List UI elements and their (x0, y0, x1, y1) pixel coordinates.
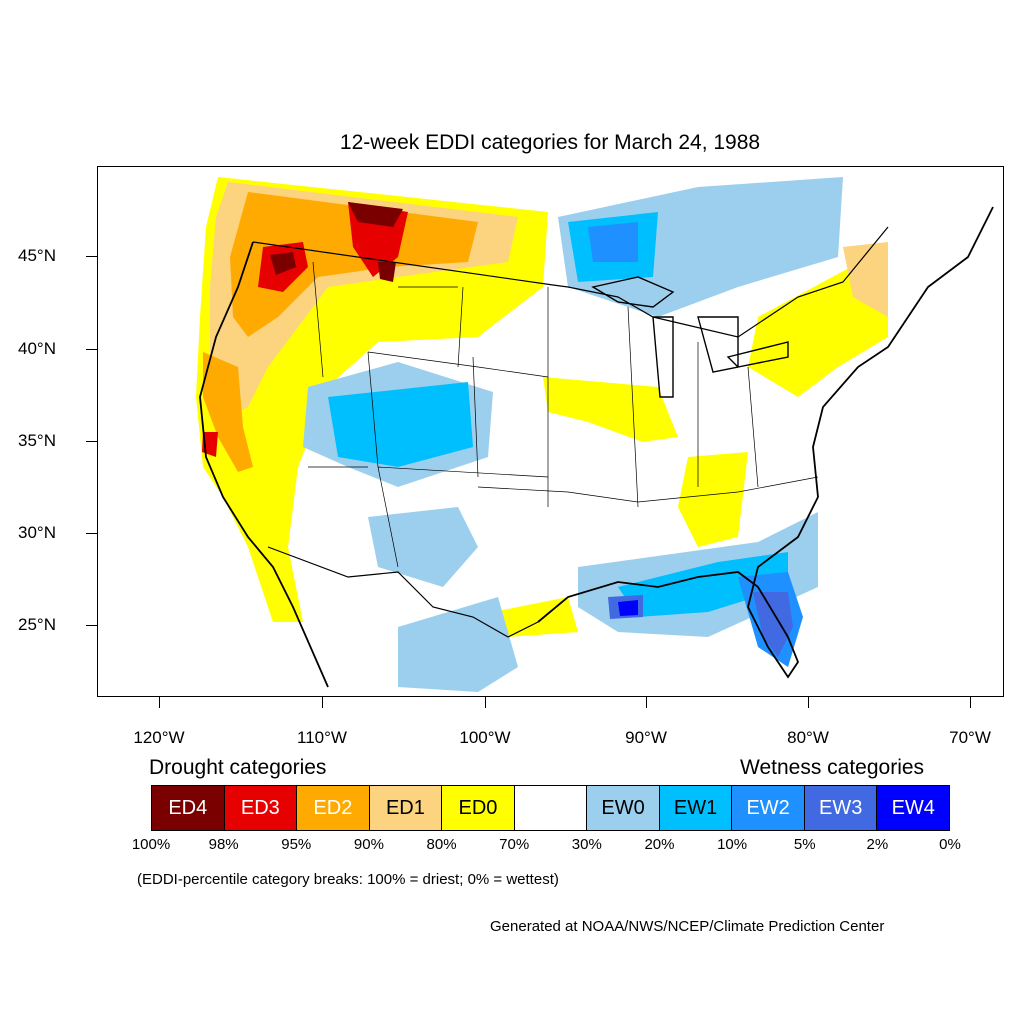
map-outlines (199, 206, 994, 688)
region-ed2-california (203, 352, 253, 472)
lat-label-30: 30°N (18, 523, 56, 542)
category-note: (EDDI-percentile category breaks: 100% =… (137, 871, 559, 888)
region-ed4-idaho (378, 262, 396, 282)
legend-box-ed0: ED0 (442, 786, 515, 830)
lat-label-40: 40°N (18, 339, 56, 358)
percentile-label: 95% (281, 836, 312, 853)
lat-label-45: 45°N (18, 246, 56, 265)
wetness-categories-heading: Wetness categories (740, 756, 925, 779)
legend-box-ew4: EW4 (877, 786, 950, 830)
lon-label-90: 90°W (625, 728, 667, 747)
lon-label-70: 70°W (949, 728, 991, 747)
category-legend: ED4 ED3 ED2 ED1 ED0 EW0 EW1 EW2 EW3 EW4 (151, 785, 950, 831)
percentile-label: 0% (939, 836, 961, 853)
percentile-label: 98% (208, 836, 239, 853)
lon-tick-90 (646, 697, 647, 708)
region-ew1-colorado (328, 382, 473, 467)
lon-tick-80 (808, 697, 809, 708)
region-ew0-greatlakes (558, 177, 843, 317)
west-coast (199, 241, 329, 688)
region-ed0-alabama (678, 452, 748, 547)
map-frame (97, 166, 1004, 697)
conus-map (196, 177, 994, 692)
region-ew0-mexico (398, 597, 518, 692)
region-ed4-oregon (270, 252, 296, 275)
lat-label-35: 35°N (18, 431, 56, 450)
legend-box-ed3: ED3 (224, 786, 298, 830)
lon-label-100: 100°W (459, 728, 511, 747)
percentile-label: 30% (571, 836, 602, 853)
legend-box-ew0: EW0 (587, 786, 660, 830)
percentile-label: 20% (644, 836, 675, 853)
region-ed0-iowa (543, 377, 678, 442)
great-lakes (591, 276, 789, 398)
region-ed2-northwest (230, 192, 478, 337)
legend-box-normal (514, 786, 588, 830)
lat-label-25: 25°N (18, 615, 56, 634)
lon-label-80: 80°W (787, 728, 829, 747)
lon-label-120: 120°W (133, 728, 185, 747)
state-lines (308, 261, 819, 568)
gulf-east-coast (537, 206, 994, 679)
mexico-border (267, 546, 539, 638)
percentile-label: 90% (353, 836, 384, 853)
region-ew3-florida (753, 592, 793, 657)
lat-tick-25 (86, 625, 97, 626)
legend-box-ew2: EW2 (732, 786, 805, 830)
lat-tick-35 (86, 441, 97, 442)
credit-line: Generated at NOAA/NWS/NCEP/Climate Predi… (490, 918, 885, 935)
region-ew1-gulf (618, 552, 788, 617)
percentile-label: 100% (131, 836, 171, 853)
lon-tick-100 (485, 697, 486, 708)
legend-box-ew1: EW1 (659, 786, 733, 830)
legend-box-ed2: ED2 (297, 786, 370, 830)
lat-tick-45 (86, 256, 97, 257)
region-ed1-maine (843, 242, 888, 317)
eddi-shading (196, 177, 888, 692)
region-ew4-louisiana (618, 600, 638, 616)
lon-label-110: 110°W (297, 728, 347, 747)
map-title: 12-week EDDI categories for March 24, 19… (339, 131, 761, 154)
percentile-label: 80% (426, 836, 457, 853)
lon-tick-70 (970, 697, 971, 708)
region-ew2-superior (588, 222, 638, 262)
region-ew0-southwest (368, 507, 478, 587)
lon-tick-120 (159, 697, 160, 708)
percentile-label: 70% (499, 836, 530, 853)
percentile-label: 5% (793, 836, 816, 853)
percentile-label: 2% (866, 836, 889, 853)
legend-box-ed4: ED4 (152, 786, 225, 830)
legend-box-ed1: ED1 (369, 786, 443, 830)
legend-box-ew3: EW3 (804, 786, 878, 830)
lon-tick-110 (322, 697, 323, 708)
drought-categories-heading: Drought categories (149, 756, 327, 779)
percentile-label: 10% (717, 836, 748, 853)
region-ed4-montana (348, 202, 403, 227)
lat-tick-40 (86, 349, 97, 350)
lat-tick-30 (86, 533, 97, 534)
